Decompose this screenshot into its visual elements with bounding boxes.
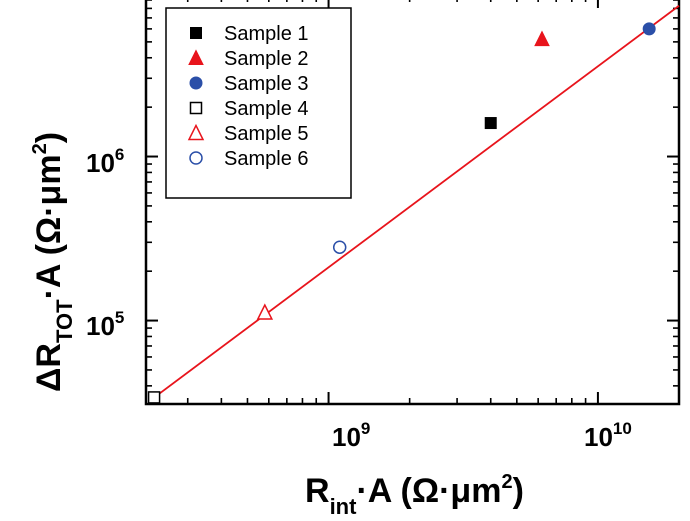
fit-line	[150, 5, 680, 401]
data-point-sample-6	[332, 240, 347, 254]
legend-marker-sample-2	[188, 49, 204, 65]
data-point-sample-3	[642, 22, 656, 36]
legend-label-sample-1: Sample 1	[224, 23, 309, 45]
legend-label-sample-3: Sample 3	[224, 73, 309, 95]
legend-label-sample-4: Sample 4	[224, 98, 309, 120]
legend-marker-sample-3	[189, 76, 203, 90]
legend-marker-sample-6	[189, 151, 203, 165]
legend-marker-sample-1	[190, 27, 202, 39]
y-axis-title: ΔRTOT·A (Ω·μm2)	[29, 132, 77, 392]
legend-label-sample-5: Sample 5	[224, 123, 309, 145]
data-point-sample-1	[484, 117, 497, 130]
plot-frame	[144, 0, 681, 406]
data-point-sample-4	[147, 391, 161, 404]
x-tick-label-1e9: 109	[332, 419, 370, 452]
data-point-sample-2	[534, 30, 550, 47]
legend-marker-sample-4	[189, 101, 203, 115]
legend-label-sample-6: Sample 6	[224, 148, 309, 170]
legend-label-sample-2: Sample 2	[224, 48, 309, 70]
x-tick-label-1e10: 1010	[584, 419, 632, 452]
y-tick-label-1e6: 106	[86, 145, 124, 178]
legend-marker-sample-5	[187, 123, 205, 141]
x-axis-title: Rint·A (Ω·μm2)	[305, 471, 524, 519]
data-point-sample-5	[256, 303, 274, 320]
y-tick-label-1e5: 105	[86, 308, 124, 341]
